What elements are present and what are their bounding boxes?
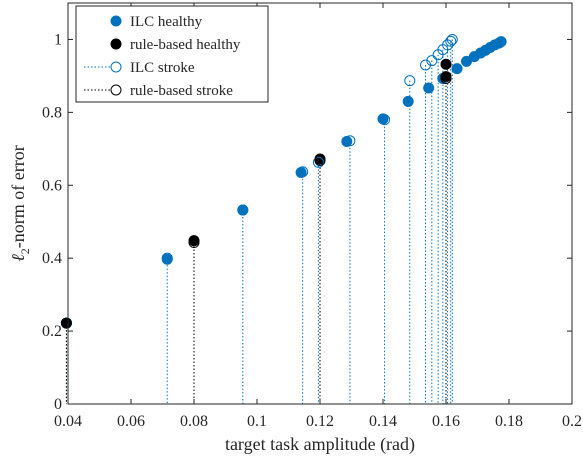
legend: ILC healthy rule-based healthy ILC stroke r…: [75, 5, 269, 103]
y-tick-label: 0: [54, 396, 62, 413]
data-point: [60, 317, 72, 329]
data-point: [451, 63, 463, 75]
data-point: [312, 156, 324, 168]
data-point: [161, 252, 173, 264]
data-point: [423, 82, 435, 94]
data-point: [237, 204, 249, 216]
legend-label: rule-based stroke: [130, 83, 233, 99]
data-point: [402, 95, 414, 107]
data-point: [445, 35, 457, 47]
x-tick-label: 0.08: [180, 413, 208, 430]
legend-label: ILC stroke: [130, 60, 195, 76]
data-markers: [60, 33, 507, 329]
y-ticks: 0 0.2 0.4 0.6 0.8 1: [42, 31, 572, 413]
y-tick-label: 0.8: [42, 104, 62, 121]
data-point: [440, 58, 452, 70]
y-axis-label-text: -norm of error: [8, 145, 28, 248]
data-point: [460, 55, 472, 67]
data-point: [379, 114, 391, 126]
legend-item: ILC healthy: [110, 14, 203, 30]
x-tick-label: 0.16: [432, 413, 460, 430]
x-tick-label: 0.04: [54, 413, 82, 430]
x-tick-label: 0.06: [117, 413, 145, 430]
legend-marker: [110, 84, 122, 96]
y-axis-label-subscript: 2: [18, 248, 32, 254]
data-point: [495, 36, 507, 48]
legend-marker: [110, 15, 122, 27]
data-point: [404, 75, 416, 87]
legend-marker: [110, 61, 122, 73]
legend-label: rule-based healthy: [130, 37, 241, 53]
y-axis-label-symbol: ℓ: [8, 254, 28, 262]
x-tick-label: 0.1: [247, 413, 267, 430]
x-tick-label: 0.14: [369, 413, 397, 430]
legend-rows: ILC healthy rule-based healthy ILC stroke r…: [84, 14, 241, 99]
x-tick-label: 0.18: [495, 413, 523, 430]
x-ticks: 0.04 0.06 0.08 0.1 0.12 0.14 0.16 0.18 0.2: [54, 3, 582, 430]
x-axis-label: target task amplitude (rad): [225, 434, 415, 455]
data-point: [314, 154, 326, 166]
legend-item: ILC stroke: [84, 60, 195, 76]
data-point: [426, 55, 438, 67]
legend-item: rule-based healthy: [110, 37, 241, 53]
data-point: [344, 135, 356, 147]
y-tick-label: 0.4: [42, 250, 62, 267]
y-tick-label: 1: [54, 31, 62, 48]
y-tick-label: 0.6: [42, 177, 62, 194]
data-point: [446, 33, 458, 45]
data-point: [440, 72, 452, 84]
data-point: [188, 237, 200, 249]
legend-item: rule-based stroke: [84, 83, 233, 99]
legend-box: [75, 5, 269, 103]
legend-label: ILC healthy: [130, 14, 203, 30]
x-tick-label: 0.2: [562, 413, 582, 430]
y-tick-label: 0.2: [42, 323, 62, 340]
y-axis-label: ℓ2-norm of error: [8, 145, 32, 261]
x-tick-label: 0.12: [306, 413, 334, 430]
legend-marker: [110, 38, 122, 50]
data-point: [297, 166, 309, 178]
stem-lines: [65, 39, 453, 404]
